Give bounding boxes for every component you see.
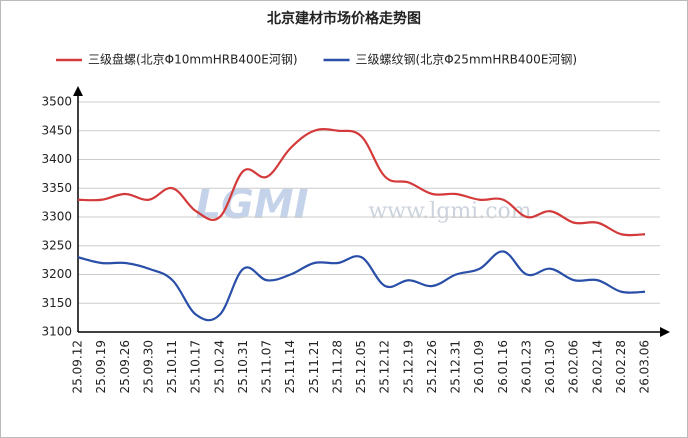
y-tick-label: 3450 (41, 123, 72, 137)
x-tick-label: 25.10.24 (212, 340, 226, 393)
x-tick-label: 25.10.31 (236, 340, 250, 393)
x-tick-label: 25.12.26 (425, 340, 439, 393)
x-tick-label: 25.11.28 (330, 340, 344, 393)
y-tick-label: 3400 (41, 152, 72, 166)
x-tick-label: 25.09.12 (71, 340, 85, 393)
watermark-url: www.lgmi.com (368, 199, 531, 224)
y-axis-arrow (73, 86, 83, 96)
x-tick-label: 25.09.30 (141, 340, 155, 393)
chart-title: 北京建材市场价格走势图 (267, 10, 421, 27)
y-tick-label: 3150 (41, 296, 72, 310)
x-tick-label: 25.12.31 (449, 340, 463, 393)
x-tick-label: 25.11.14 (283, 340, 297, 393)
x-tick-label: 26.02.06 (567, 340, 581, 393)
x-tick-label: 26.01.30 (543, 340, 557, 393)
legend-label: 三级盘螺(北京Φ10mmHRB400E河钢) (88, 52, 298, 67)
x-tick-label: 25.09.19 (94, 340, 108, 393)
y-tick-label: 3350 (41, 181, 72, 195)
x-tick-label: 25.11.21 (307, 340, 321, 393)
y-tick-label: 3250 (41, 238, 72, 252)
x-tick-label: 26.01.23 (519, 340, 533, 393)
y-tick-label: 3200 (41, 267, 72, 281)
x-axis-arrow (660, 327, 670, 337)
y-tick-label: 3500 (41, 95, 72, 109)
legend-label: 三级螺纹钢(北京Φ25mmHRB400E河钢) (356, 53, 578, 67)
x-tick-label: 26.01.16 (496, 340, 510, 393)
y-tick-label: 3300 (41, 210, 72, 224)
x-tick-label: 25.12.05 (354, 340, 368, 393)
x-tick-label: 25.10.11 (165, 340, 179, 393)
watermark-logo: LGMI (195, 182, 308, 228)
series-line (77, 128, 646, 237)
x-tick-label: 25.12.12 (378, 340, 392, 393)
x-tick-label: 26.03.06 (638, 340, 652, 393)
x-tick-label: 25.10.17 (189, 340, 203, 393)
x-tick-label: 26.02.28 (614, 340, 628, 393)
x-tick-label: 25.09.26 (118, 340, 132, 393)
y-tick-label: 3100 (41, 325, 72, 339)
series-line (77, 250, 646, 322)
x-tick-label: 25.11.07 (260, 340, 274, 393)
x-tick-label: 25.12.19 (401, 340, 415, 393)
x-tick-label: 26.02.14 (590, 340, 604, 393)
x-tick-label: 26.01.09 (472, 340, 486, 393)
